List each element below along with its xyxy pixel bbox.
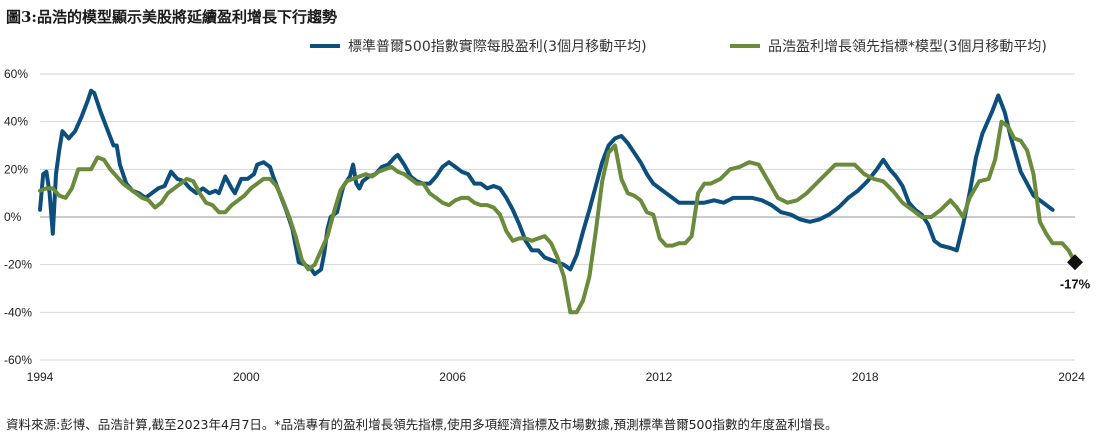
y-axis: 60% 40% 20% 0% -20% -40% -60%: [4, 67, 32, 367]
x-tick-label: 2012: [646, 370, 673, 384]
series-lines: [38, 88, 1077, 315]
y-tick-label: 60%: [4, 67, 28, 81]
y-tick-label: -60%: [4, 353, 32, 367]
y-tick-label: 20%: [4, 162, 28, 176]
y-tick-label: 0%: [4, 210, 22, 224]
line-chart: 60% 40% 20% 0% -20% -40% -60% 1994 2000 2006 2012…: [4, 38, 1091, 384]
x-tick-label: 2024: [1058, 370, 1085, 384]
legend-label-2: 品浩盈利增長領先指標*模型(3個月移動平均): [768, 38, 1047, 55]
y-tick-label: -20%: [4, 258, 32, 272]
x-tick-label: 2000: [233, 370, 260, 384]
chart-title: 圖3:品浩的模型顯示美股將延續盈利增長下行趨勢: [6, 8, 337, 26]
series-line-1: [38, 88, 1055, 277]
x-tick-label: 1994: [27, 370, 54, 384]
annotation-label: -17%: [1060, 276, 1091, 291]
y-tick-label: -40%: [4, 305, 32, 319]
x-tick-label: 2006: [439, 370, 466, 384]
legend-label-1: 標準普爾500指數實際每股盈利(3個月移動平均): [348, 38, 647, 55]
gridlines: [40, 73, 1075, 361]
legend: 標準普爾500指數實際每股盈利(3個月移動平均) 品浩盈利增長領先指標*模型(3個…: [310, 38, 1047, 55]
y-tick-label: 40%: [4, 115, 28, 129]
x-axis: 1994 2000 2006 2012 2018 2024: [27, 370, 1086, 384]
source-footnote: 資料來源:彭博、品浩計算,截至2023年4月7日。*品浩專有的盈利增長領先指標,…: [6, 417, 838, 432]
series-line-2: [38, 119, 1077, 315]
annotations: -17%: [1060, 254, 1091, 291]
annotation-diamond: [1067, 254, 1083, 271]
x-tick-label: 2018: [852, 370, 879, 384]
